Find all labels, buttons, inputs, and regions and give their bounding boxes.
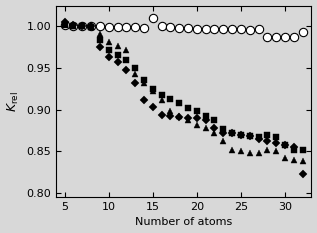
Y-axis label: $K_\mathrm{rel}$: $K_\mathrm{rel}$ (6, 91, 21, 112)
X-axis label: Number of atoms: Number of atoms (135, 217, 232, 227)
